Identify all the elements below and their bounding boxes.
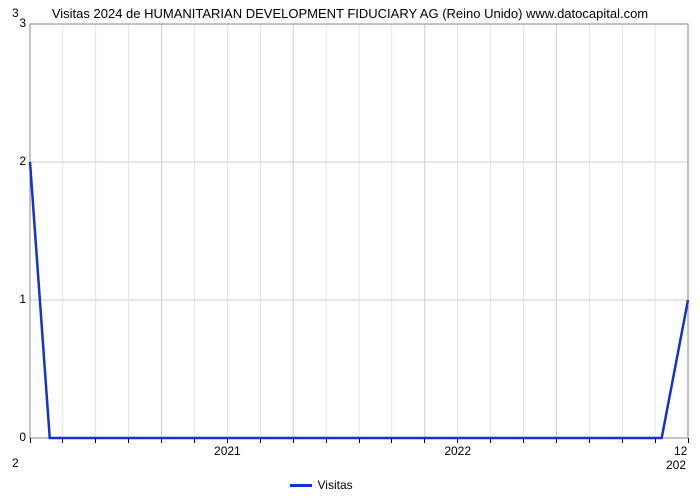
x-minor-tick <box>62 438 63 443</box>
x-minor-tick <box>326 438 327 443</box>
x-minor-tick <box>227 438 228 443</box>
x-minor-tick <box>194 438 195 443</box>
legend-swatch <box>290 484 312 487</box>
legend: Visitas <box>290 478 353 492</box>
x-minor-tick <box>457 438 458 443</box>
x-minor-tick <box>161 438 162 443</box>
x-minor-tick <box>260 438 261 443</box>
x-minor-tick <box>293 438 294 443</box>
x-tick-label: 2022 <box>444 444 471 458</box>
x-minor-tick <box>359 438 360 443</box>
x-minor-tick <box>391 438 392 443</box>
x-minor-tick <box>622 438 623 443</box>
x-tick-label: 2021 <box>214 444 241 458</box>
x-minor-tick <box>30 438 31 443</box>
y-tick-label: 0 <box>6 430 26 444</box>
x-minor-tick <box>688 438 689 443</box>
corner-bottom-right-top: 12 <box>674 444 687 458</box>
x-minor-tick <box>424 438 425 443</box>
chart-container: Visitas 2024 de HUMANITARIAN DEVELOPMENT… <box>0 0 700 500</box>
x-minor-tick <box>128 438 129 443</box>
x-minor-tick <box>523 438 524 443</box>
chart-plot <box>0 0 700 500</box>
corner-top-left: 3 <box>12 6 19 20</box>
y-tick-label: 1 <box>6 292 26 306</box>
legend-label: Visitas <box>318 478 353 492</box>
y-tick-label: 2 <box>6 154 26 168</box>
x-minor-tick <box>556 438 557 443</box>
corner-bottom-left: 2 <box>12 456 19 470</box>
x-minor-tick <box>490 438 491 443</box>
chart-title: Visitas 2024 de HUMANITARIAN DEVELOPMENT… <box>0 6 700 21</box>
x-minor-tick <box>589 438 590 443</box>
x-minor-tick <box>655 438 656 443</box>
x-minor-tick <box>95 438 96 443</box>
corner-bottom-right-bottom: 202 <box>666 458 686 472</box>
